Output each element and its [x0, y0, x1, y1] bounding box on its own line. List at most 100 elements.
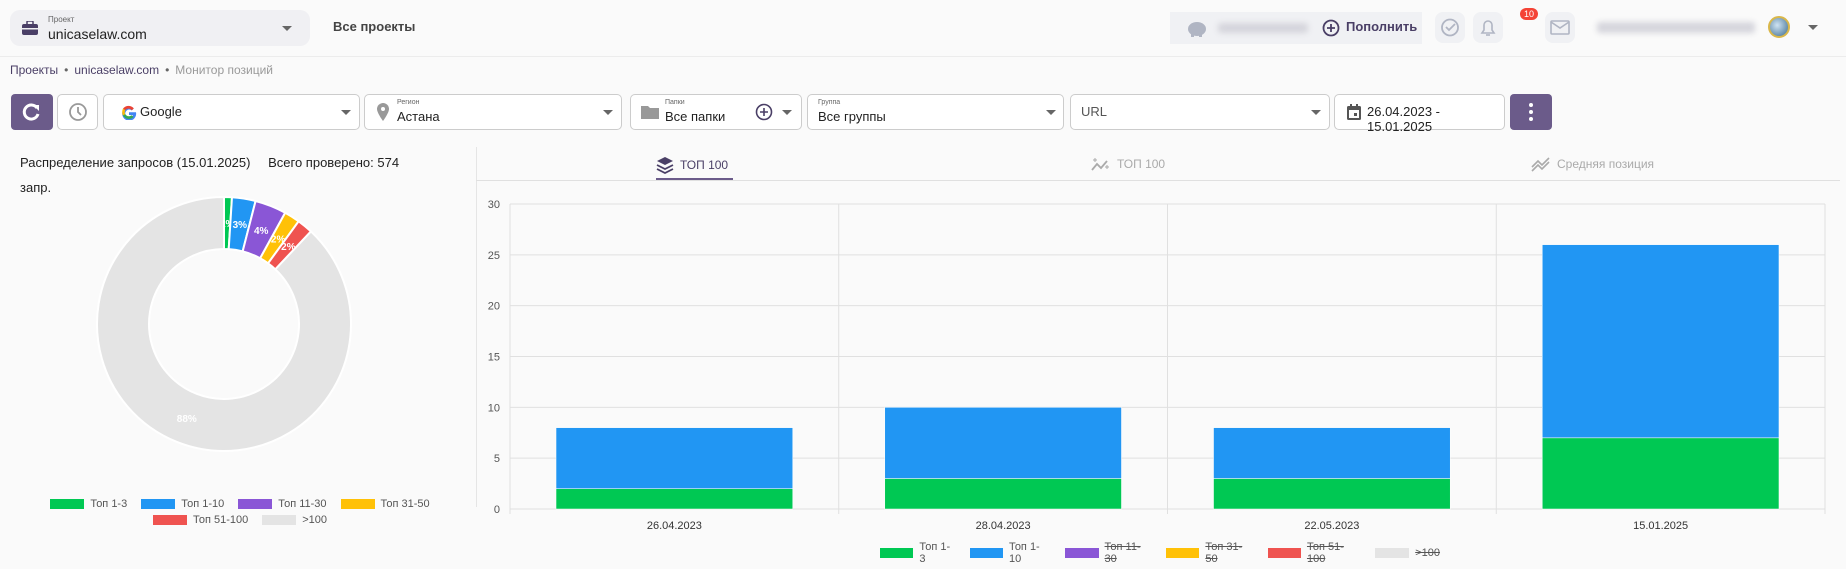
history-button[interactable] [57, 94, 98, 130]
group-select[interactable]: Группа Все группы [807, 94, 1064, 130]
plus-circle-icon[interactable] [1322, 19, 1340, 37]
notifications-button[interactable] [1473, 12, 1503, 43]
y-tick-label: 20 [488, 301, 500, 313]
x-tick-label: 15.01.2025 [1633, 520, 1688, 532]
legend-item[interactable]: Топ 1-3 [50, 498, 127, 510]
legend-swatch [262, 515, 297, 525]
y-tick-label: 30 [488, 199, 500, 211]
region-label: Регион [397, 99, 420, 106]
google-icon [122, 105, 137, 120]
layers-icon [656, 157, 674, 174]
notification-badge: 10 [1520, 8, 1539, 20]
legend-item[interactable]: Топ 31-50 [1165, 541, 1254, 565]
y-tick-label: 5 [494, 453, 500, 465]
x-tick-label: 26.04.2023 [647, 520, 702, 532]
legend-label: Топ 11-30 [1104, 541, 1141, 565]
legend-label: Топ 1-3 [919, 541, 951, 565]
piggy-bank-icon [1188, 22, 1206, 37]
tab-top100-stacked[interactable]: ТОП 100 [656, 156, 728, 174]
bar-segment[interactable] [1542, 244, 1780, 439]
date-range-picker[interactable]: 26.04.2023 - 15.01.2025 [1334, 94, 1505, 134]
tab-average-position[interactable]: Средняя позиция [1531, 156, 1654, 172]
calendar-icon [1347, 104, 1361, 120]
breadcrumb-project[interactable]: unicaselaw.com [74, 63, 160, 77]
bar-segment[interactable] [884, 407, 1122, 479]
breadcrumb-projects[interactable]: Проекты [10, 63, 59, 77]
refresh-button[interactable] [11, 94, 53, 130]
y-tick-label: 0 [494, 504, 500, 516]
region-select[interactable]: Регион Астана [364, 94, 622, 130]
legend-label: Топ 1-10 [1008, 541, 1040, 565]
url-select[interactable]: URL [1070, 94, 1330, 130]
folder-icon [641, 106, 659, 119]
y-tick-label: 25 [488, 250, 500, 262]
donut-data-label: 3% [233, 220, 248, 231]
legend-item[interactable]: Топ 51-100 [1267, 541, 1362, 565]
avatar[interactable] [1768, 16, 1790, 38]
legend-item[interactable]: Топ 11-30 [1065, 541, 1152, 565]
folders-label: Папки [665, 99, 685, 106]
balance-box: Пополнить [1170, 12, 1422, 44]
donut-data-label: 2% [271, 235, 286, 246]
folders-select[interactable]: Папки Все папки [630, 94, 802, 130]
panel-divider [476, 147, 477, 507]
project-value: unicaselaw.com [48, 26, 147, 42]
total-unit: запр. [20, 180, 52, 195]
search-engine-select[interactable]: Google [103, 94, 360, 130]
chevron-down-icon [782, 110, 792, 115]
topup-button[interactable]: Пополнить [1346, 19, 1418, 34]
url-placeholder: URL [1081, 104, 1108, 119]
legend-item[interactable]: >100 [262, 514, 327, 526]
bar-segment[interactable] [1213, 478, 1451, 510]
legend-label: Топ 1-3 [90, 498, 128, 510]
donut-data-label: 88% [177, 414, 197, 425]
legend-label: Топ 51-100 [1306, 541, 1344, 565]
legend-item[interactable]: >100 [1375, 541, 1440, 565]
legend-item[interactable]: Топ 31-50 [340, 498, 430, 510]
legend-item[interactable]: Топ 1-3 [880, 541, 956, 565]
project-selector[interactable]: Проект unicaselaw.com [10, 10, 310, 46]
more-vertical-icon [1529, 103, 1533, 121]
x-tick-label: 28.04.2023 [976, 520, 1031, 532]
legend-item[interactable]: Топ 51-100 [152, 514, 248, 526]
bar-segment[interactable] [555, 488, 793, 510]
donut-data-label: 4% [254, 226, 269, 237]
bar-segment[interactable] [884, 478, 1122, 510]
date-range-value: 26.04.2023 - 15.01.2025 [1367, 104, 1441, 134]
legend-swatch [141, 499, 176, 509]
chevron-down-icon [341, 110, 351, 115]
chevron-down-icon [603, 110, 613, 115]
trend-lines-icon [1531, 157, 1550, 172]
legend-item[interactable]: Топ 1-10 [969, 541, 1052, 565]
bar-segment[interactable] [555, 427, 793, 489]
messages-button[interactable] [1545, 12, 1575, 43]
chevron-down-icon [1046, 110, 1056, 115]
legend-item[interactable]: Топ 11-30 [238, 498, 327, 510]
tab-top100-trend[interactable]: ТОП 100 [1091, 156, 1165, 172]
bell-icon [1480, 20, 1496, 36]
user-menu-chevron-icon[interactable] [1808, 25, 1818, 30]
check-circle-icon [1441, 18, 1459, 37]
legend-label: >100 [1415, 547, 1440, 559]
project-label: Проект [48, 15, 75, 24]
y-tick-label: 15 [488, 352, 500, 364]
legend-label: >100 [302, 514, 328, 526]
all-projects-link[interactable]: Все проекты [333, 19, 416, 34]
legend-item[interactable]: Топ 1-10 [141, 498, 224, 510]
donut-data-label: 1% [220, 219, 235, 230]
legend-swatch [152, 515, 187, 525]
active-tab-indicator [656, 178, 733, 180]
bar-segment[interactable] [1542, 437, 1780, 510]
tab-label: ТОП 100 [1117, 157, 1166, 171]
donut-legend: Топ 1-3 Топ 1-10 Топ 11-30 Топ 31-50 Топ 51-… [40, 498, 440, 526]
bar-segment[interactable] [1213, 427, 1451, 479]
legend-swatch [238, 499, 273, 509]
donut-slice[interactable] [96, 195, 352, 452]
add-folder-icon[interactable] [755, 103, 773, 121]
tasks-button[interactable] [1435, 12, 1465, 43]
more-options-button[interactable] [1510, 94, 1552, 130]
mail-icon [1550, 20, 1570, 35]
legend-swatch [1267, 548, 1301, 558]
engine-value: Google [140, 104, 182, 119]
breadcrumb: Проекты • unicaselaw.com • Монитор позиций [10, 63, 273, 77]
